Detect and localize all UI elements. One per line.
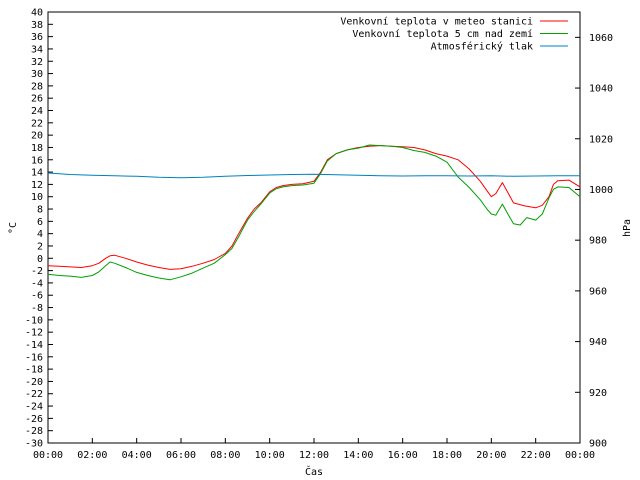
y-tick-label: -24 xyxy=(25,402,43,413)
y2-tick-label: 980 xyxy=(589,236,607,247)
x-tick-label: 22:00 xyxy=(521,450,551,461)
y-tick-label: -28 xyxy=(25,426,43,437)
x-tick-label: 00:00 xyxy=(33,450,63,461)
x-tick-label: 12:00 xyxy=(299,450,329,461)
y-tick-label: 38 xyxy=(31,20,43,31)
y-tick-label: -6 xyxy=(31,291,43,302)
y-tick-label: 24 xyxy=(31,106,43,117)
y-tick-label: -14 xyxy=(25,340,43,351)
legend-label-1: Venkovní teplota v meteo stanici xyxy=(340,16,533,28)
x-tick-label: 02:00 xyxy=(77,450,107,461)
series-line-2 xyxy=(47,144,581,281)
y2-tick-label: 940 xyxy=(589,337,607,348)
series-lines xyxy=(47,144,581,281)
x-tick-label: 08:00 xyxy=(210,450,240,461)
y-tick-label: 12 xyxy=(31,180,43,191)
y-axis-label: °C xyxy=(8,222,19,234)
x-tick-label: 04:00 xyxy=(122,450,152,461)
y-tick-label: -20 xyxy=(25,377,43,388)
y-tick-label: -26 xyxy=(25,414,43,425)
y-tick-label: -22 xyxy=(25,389,43,400)
y-tick-label: 26 xyxy=(31,94,43,105)
y-tick-label: 6 xyxy=(37,217,43,228)
series-line-1 xyxy=(47,145,581,270)
y2-tick-label: 960 xyxy=(589,286,607,297)
y2-tick-label: 1020 xyxy=(589,134,613,145)
plot-border xyxy=(47,11,581,444)
y-tick-label: -8 xyxy=(31,303,43,314)
y-tick-label: -4 xyxy=(31,278,43,289)
y-tick-label: -2 xyxy=(31,266,43,277)
y-tick-label: 32 xyxy=(31,57,43,68)
y-tick-label: 2 xyxy=(37,241,43,252)
x-axis-ticks: 00:00 02:00 04:00 06:00 08:00 10:00 12:00 14:00… xyxy=(33,438,595,461)
y-tick-label: 16 xyxy=(31,155,43,166)
y-tick-label: 18 xyxy=(31,143,43,154)
y-tick-label: 36 xyxy=(31,32,43,43)
y2-axis-ticks: 900 920 940 960 980 1000 1020 1040 1060 xyxy=(575,33,613,450)
x-tick-label: 18:00 xyxy=(432,450,462,461)
y-tick-label: 8 xyxy=(37,205,43,216)
x-tick-label: 06:00 xyxy=(166,450,196,461)
y-tick-label: 34 xyxy=(31,44,43,55)
y2-tick-label: 1000 xyxy=(589,185,613,196)
y-tick-label: 10 xyxy=(31,192,43,203)
y-tick-label: -10 xyxy=(25,315,43,326)
y-tick-label: 4 xyxy=(37,229,43,240)
y2-tick-label: 1040 xyxy=(589,84,613,95)
legend: Venkovní teplota v meteo staniciVenkovní… xyxy=(340,16,568,53)
x-tick-label: 10:00 xyxy=(255,450,285,461)
y2-tick-label: 900 xyxy=(589,439,607,450)
legend-label-3: Atmosférický tlak xyxy=(431,41,533,53)
x-tick-label: 14:00 xyxy=(343,450,373,461)
y-tick-label: 20 xyxy=(31,131,43,142)
x-tick-label: 16:00 xyxy=(388,450,418,461)
series-line-3 xyxy=(47,172,580,179)
y2-tick-label: 1060 xyxy=(589,33,613,44)
y2-tick-label: 920 xyxy=(589,388,607,399)
y-axis-ticks: -30-28-26-24-22-20-18-16-14-12-10-8-6-4-… xyxy=(25,8,53,450)
y-tick-label: 28 xyxy=(31,81,43,92)
y-tick-label: -12 xyxy=(25,328,43,339)
x-axis-label: Čas xyxy=(305,465,323,478)
y-tick-label: -18 xyxy=(25,365,43,376)
y-tick-label: 40 xyxy=(31,8,43,19)
y-tick-label: 0 xyxy=(37,254,43,265)
y-tick-label: 22 xyxy=(31,118,43,129)
x-tick-label: 20:00 xyxy=(476,450,506,461)
y-tick-label: -30 xyxy=(25,439,43,450)
x-tick-label: 00:00 xyxy=(565,450,595,461)
y2-axis-label: hPa xyxy=(622,219,633,237)
y-tick-label: 30 xyxy=(31,69,43,80)
legend-label-2: Venkovní teplota 5 cm nad zemí xyxy=(352,28,533,40)
y-tick-label: 14 xyxy=(31,168,43,179)
y-tick-label: -16 xyxy=(25,352,43,363)
plot-frame xyxy=(47,11,581,444)
